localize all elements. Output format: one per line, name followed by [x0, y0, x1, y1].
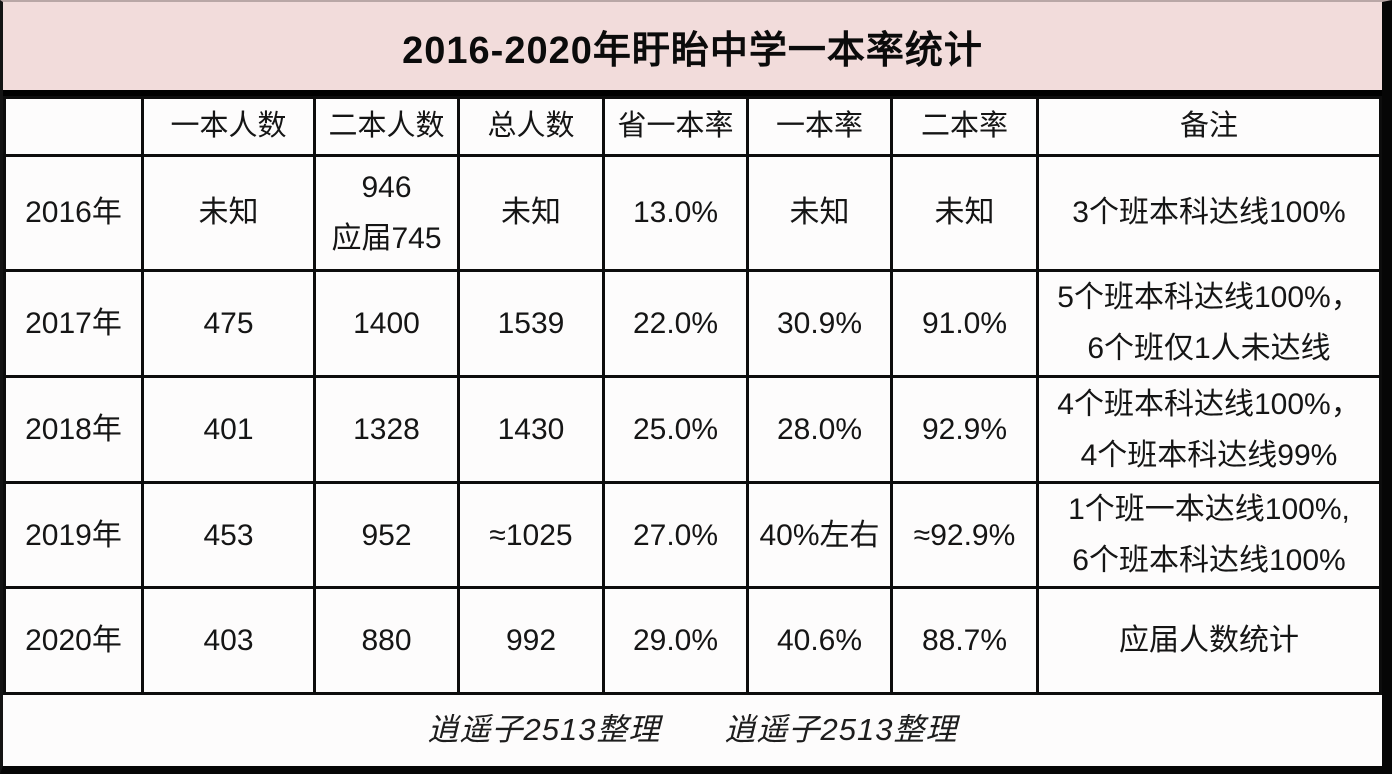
tier2-count-cell: 1400 [313, 268, 460, 379]
tier1-rate-cell-highlight: 40%左右 [746, 480, 893, 590]
year-cell: 2020年 [3, 586, 144, 696]
province-rate-cell: 27.0% [602, 480, 749, 590]
year-cell: 2018年 [3, 375, 144, 484]
header-cell-total-count: 总人数 [457, 96, 605, 157]
header-cell-tier2-rate: 二本率 [890, 96, 1039, 157]
note-cell: 5个班本科达线100%， 6个班仅1人未达线 [1036, 268, 1382, 379]
tier2-rate-cell: ≈92.9% [890, 480, 1039, 590]
tier2-count-cell: 880 [313, 586, 460, 696]
total-count-cell: 992 [457, 586, 605, 696]
total-count-cell: 未知 [457, 154, 605, 272]
tier2-rate-cell: 92.9% [890, 375, 1039, 484]
table-row-2017: 2017年 475 1400 1539 22.0% 30.9% 91.0% 5个… [3, 268, 1382, 379]
note-cell: 4个班本科达线100%， 4个班本科达线99% [1036, 375, 1382, 484]
province-rate-cell: 13.0% [602, 154, 749, 272]
tier1-count-cell: 453 [141, 480, 316, 590]
tier1-rate-cell-highlight: 30.9% [746, 268, 893, 379]
tier1-count-cell: 401 [141, 375, 316, 484]
header-cell-notes: 备注 [1036, 96, 1382, 157]
year-cell: 2019年 [3, 480, 144, 590]
table-footer-row: 逍遥子2513整理 逍遥子2513整理 [4, 693, 1381, 766]
table-row-2018: 2018年 401 1328 1430 25.0% 28.0% 92.9% 4个… [3, 375, 1382, 484]
table-header-row: 一本人数 二本人数 总人数 省一本率 一本率 二本率 备注 [3, 96, 1382, 157]
header-cell-tier1-count: 一本人数 [141, 96, 316, 157]
province-rate-cell: 29.0% [602, 586, 749, 696]
header-cell-province-rate: 省一本率 [602, 96, 749, 157]
title-banner: 2016-2020年盱眙中学一本率统计 [3, 2, 1382, 96]
tier1-count-cell: 403 [141, 586, 316, 696]
tier2-rate-cell: 91.0% [890, 268, 1039, 379]
note-cell: 1个班一本达线100%, 6个班本科达线100% [1036, 480, 1382, 590]
admission-rate-table: 一本人数 二本人数 总人数 省一本率 一本率 二本率 备注 2016年 未知 9… [3, 96, 1382, 766]
tier2-count-cell: 946 应届745 [313, 154, 460, 272]
province-rate-cell: 25.0% [602, 375, 749, 484]
tier1-rate-cell-highlight: 40.6% [746, 586, 893, 696]
table-row-2020: 2020年 403 880 992 29.0% 40.6% 88.7% 应届人数… [3, 586, 1382, 696]
header-cell-year [3, 96, 144, 157]
year-cell: 2016年 [3, 154, 144, 272]
tier1-count-cell: 未知 [141, 154, 316, 272]
tier1-rate-cell: 未知 [746, 154, 893, 272]
province-rate-cell: 22.0% [602, 268, 749, 379]
tier2-rate-cell: 88.7% [890, 586, 1039, 696]
table-row-2016: 2016年 未知 946 应届745 未知 13.0% 未知 未知 3个班本科达… [3, 154, 1382, 272]
note-cell: 应届人数统计 [1036, 586, 1382, 696]
total-count-cell: ≈1025 [457, 480, 605, 590]
table-row-2019: 2019年 453 952 ≈1025 27.0% 40%左右 ≈92.9% 1… [3, 480, 1382, 590]
total-count-cell: 1430 [457, 375, 605, 484]
tier2-count-cell: 952 [313, 480, 460, 590]
year-cell: 2017年 [3, 268, 144, 379]
header-cell-tier2-count: 二本人数 [313, 96, 460, 157]
page-title: 2016-2020年盱眙中学一本率统计 [402, 29, 983, 72]
note-cell: 3个班本科达线100% [1036, 154, 1382, 272]
header-cell-tier1-rate: 一本率 [746, 96, 893, 157]
total-count-cell: 1539 [457, 268, 605, 379]
tier2-count-cell: 1328 [313, 375, 460, 484]
credit-text: 逍遥子2513整理 逍遥子2513整理 [4, 693, 1381, 766]
tier2-rate-cell: 未知 [890, 154, 1039, 272]
tier1-count-cell: 475 [141, 268, 316, 379]
tier1-rate-cell-highlight: 28.0% [746, 375, 893, 484]
